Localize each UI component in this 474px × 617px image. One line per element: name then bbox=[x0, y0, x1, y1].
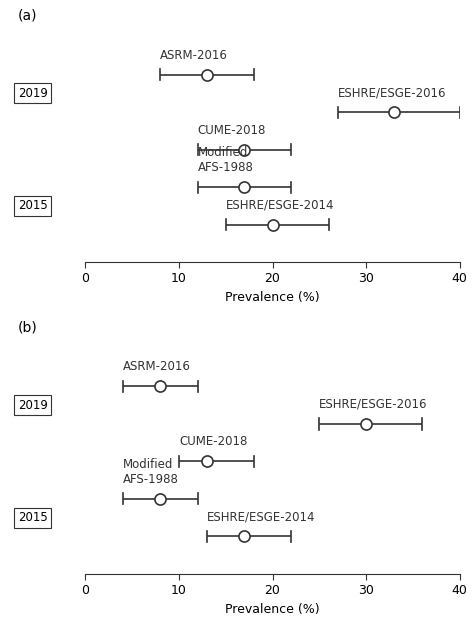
Text: CUME-2018: CUME-2018 bbox=[198, 123, 266, 136]
X-axis label: Prevalence (%): Prevalence (%) bbox=[225, 291, 320, 304]
Text: (b): (b) bbox=[18, 320, 37, 334]
X-axis label: Prevalence (%): Prevalence (%) bbox=[225, 603, 320, 616]
Text: 2015: 2015 bbox=[18, 199, 48, 212]
Text: (a): (a) bbox=[18, 9, 37, 23]
Text: 2019: 2019 bbox=[18, 399, 48, 412]
Text: CUME-2018: CUME-2018 bbox=[179, 435, 247, 449]
Text: Modified
AFS-1988: Modified AFS-1988 bbox=[123, 458, 179, 486]
Text: ASRM-2016: ASRM-2016 bbox=[123, 360, 191, 373]
Text: ESHRE/ESGE-2016: ESHRE/ESGE-2016 bbox=[319, 398, 428, 411]
Text: ESHRE/ESGE-2016: ESHRE/ESGE-2016 bbox=[338, 86, 447, 99]
Text: Modified
AFS-1988: Modified AFS-1988 bbox=[198, 146, 254, 174]
Text: 2015: 2015 bbox=[18, 511, 48, 524]
Text: ESHRE/ESGE-2014: ESHRE/ESGE-2014 bbox=[226, 199, 334, 212]
Text: ESHRE/ESGE-2014: ESHRE/ESGE-2014 bbox=[207, 510, 316, 523]
Text: ASRM-2016: ASRM-2016 bbox=[160, 49, 228, 62]
Text: 2019: 2019 bbox=[18, 87, 48, 100]
